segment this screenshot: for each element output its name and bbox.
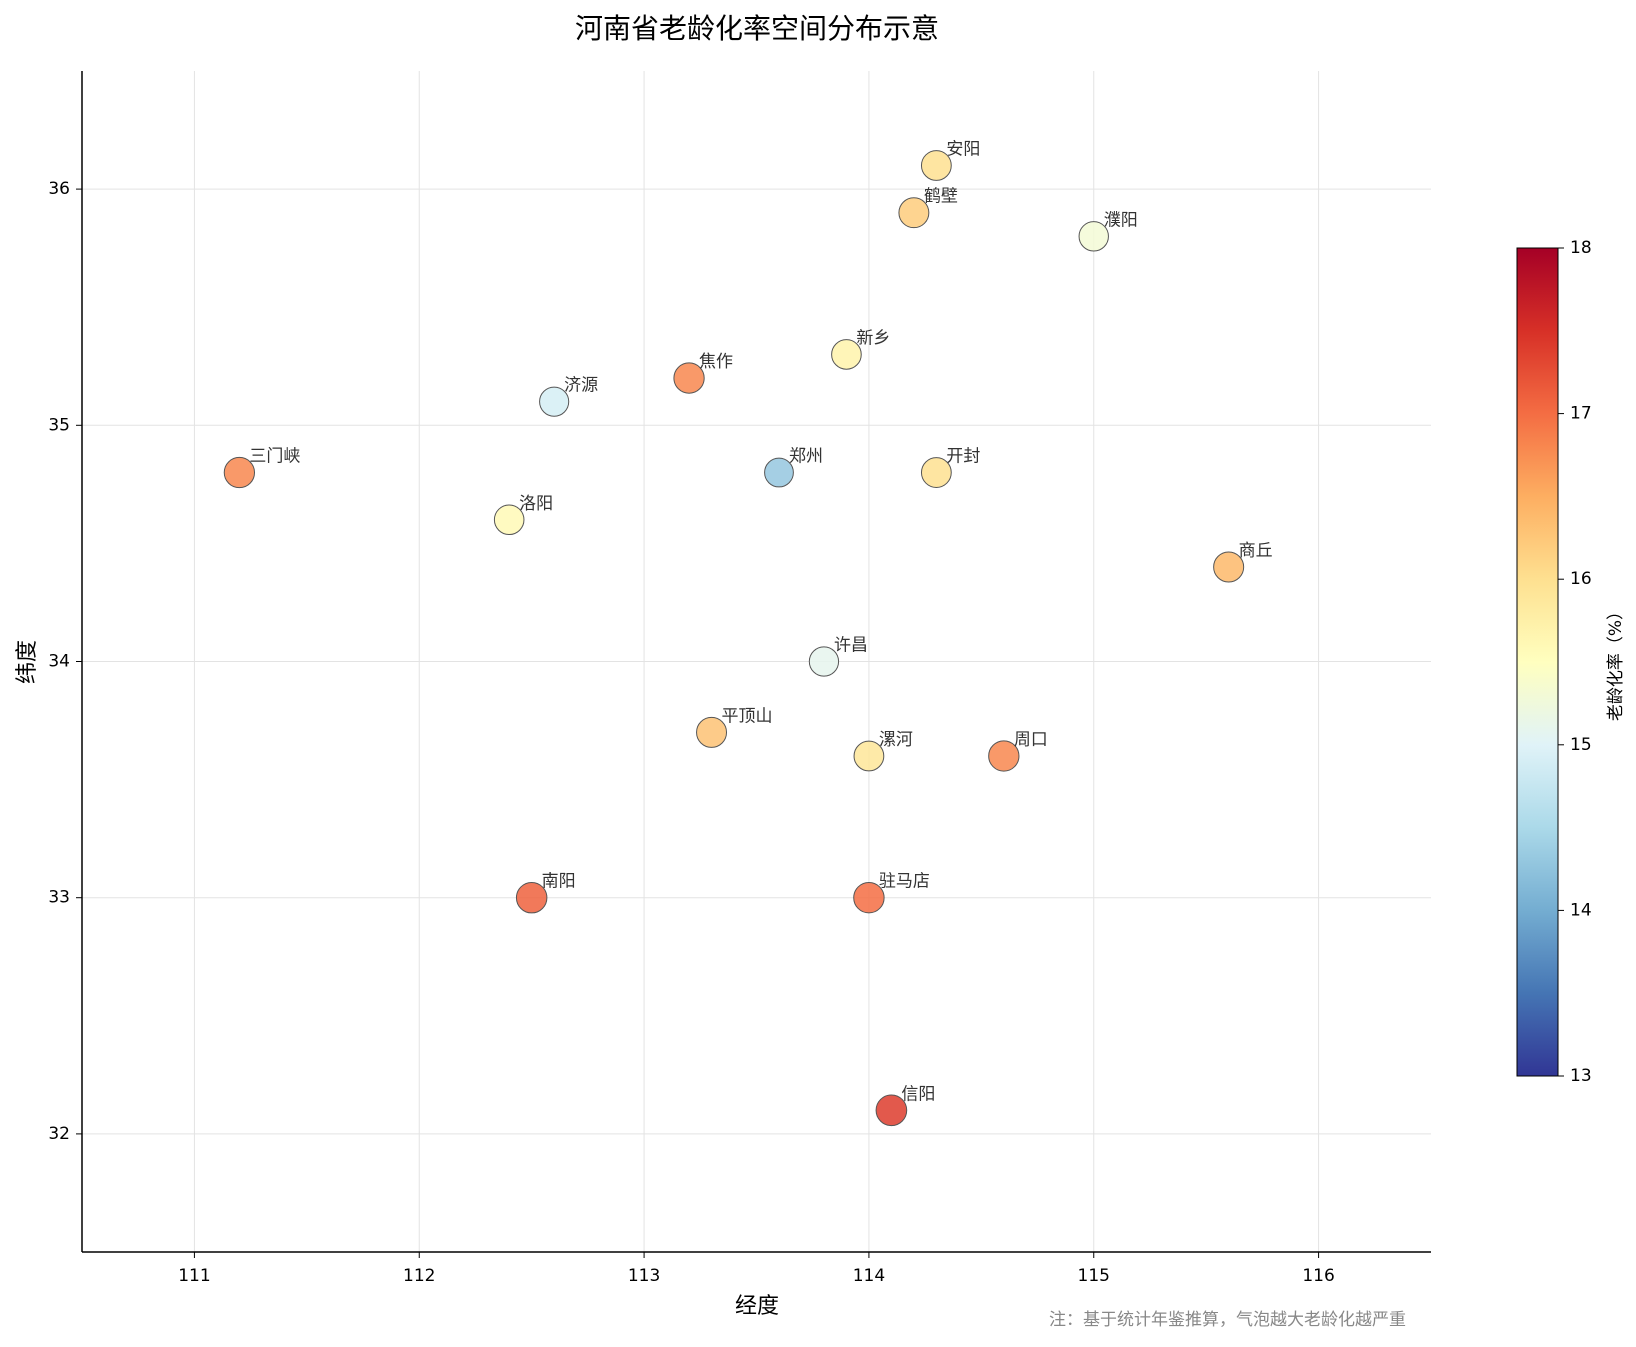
colorbar-tick-label: 16: [1570, 569, 1592, 589]
bubble: [853, 882, 885, 914]
bubble: [808, 646, 840, 677]
colorbar-tick-label: 13: [1570, 1066, 1592, 1086]
bubble: [223, 456, 256, 489]
colorbar-tick-label: 14: [1570, 900, 1592, 920]
note: 注：基于统计年鉴推算，气泡越大老龄化越严重: [1049, 1310, 1406, 1330]
y-tick-label: 36: [48, 179, 70, 199]
bubble: [920, 457, 952, 488]
point-label: 新乡: [856, 328, 890, 348]
y-axis-label: 纬度: [15, 640, 40, 684]
point-label: 漯河: [879, 730, 913, 750]
bubble: [853, 740, 885, 772]
point-label: 三门峡: [249, 447, 300, 467]
bubble: [673, 362, 705, 394]
point-label: 洛阳: [519, 494, 553, 514]
point-label: 周口: [1014, 730, 1048, 750]
colorbar-tick-label: 15: [1570, 735, 1592, 755]
point-label: 焦作: [699, 352, 733, 372]
x-tick-label: 114: [853, 1266, 885, 1286]
point-label: 平顶山: [722, 706, 773, 726]
bubble: [1078, 221, 1109, 252]
point-label: 郑州: [789, 447, 823, 467]
bubble: [515, 881, 548, 914]
bubble: [696, 716, 728, 748]
point-label: 许昌: [834, 636, 868, 656]
colorbar-tick-label: 17: [1570, 404, 1592, 424]
chart-title: 河南省老龄化率空间分布示意: [575, 12, 939, 45]
point-label: 驻马店: [879, 872, 930, 892]
x-axis-label: 经度: [735, 1294, 779, 1319]
point-label: 鹤壁: [924, 187, 958, 207]
point-label: 安阳: [946, 139, 980, 159]
x-tick-label: 113: [628, 1266, 660, 1286]
y-tick-label: 32: [48, 1124, 70, 1144]
point-label: 济源: [564, 376, 598, 396]
bubble: [764, 457, 794, 488]
bubble: [539, 386, 570, 417]
colorbar: [1516, 247, 1559, 1077]
x-tick-label: 115: [1078, 1266, 1110, 1286]
y-tick-label: 33: [48, 888, 70, 908]
point-label: 开封: [946, 447, 980, 467]
y-tick-label: 35: [48, 415, 70, 435]
x-tick-label: 116: [1302, 1266, 1334, 1286]
bubble: [831, 339, 862, 370]
bubble: [920, 150, 952, 181]
point-label: 信阳: [901, 1084, 935, 1104]
y-tick-label: 34: [48, 652, 70, 672]
colorbar-label: 老龄化率（%）: [1606, 603, 1626, 721]
bubble: [493, 504, 525, 536]
bubble: [988, 740, 1020, 772]
bubble: [1213, 551, 1245, 583]
x-tick-label: 112: [403, 1266, 435, 1286]
point-label: 南阳: [542, 872, 576, 892]
colorbar-tick-label: 18: [1570, 238, 1592, 258]
bubble: [898, 197, 930, 229]
point-label: 商丘: [1239, 541, 1273, 561]
x-tick-label: 111: [178, 1266, 210, 1286]
point-label: 濮阳: [1104, 210, 1138, 230]
bubble: [875, 1094, 908, 1127]
